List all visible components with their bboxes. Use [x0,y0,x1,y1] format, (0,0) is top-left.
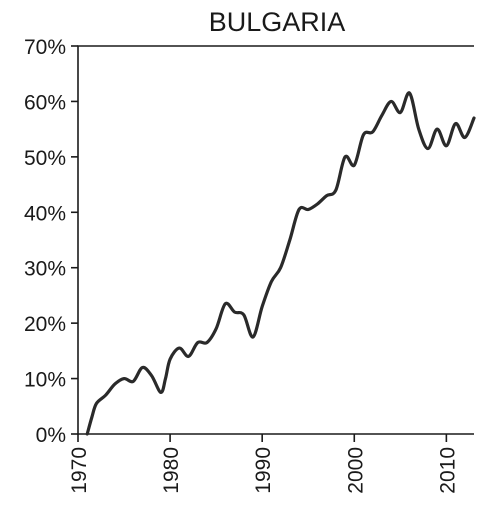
chart-title: BULGARIA [209,7,346,37]
x-tick-label: 1970 [68,447,91,494]
y-tick-label: 20% [24,313,66,336]
y-tick-label: 0% [36,424,66,447]
x-tick-label: 1980 [160,447,183,494]
y-tick-label: 50% [24,147,66,170]
x-tick-label: 1990 [252,447,275,494]
series-layer [85,91,476,436]
y-tick-label: 30% [24,258,66,281]
y-tick-label: 10% [24,369,66,392]
x-tick-label: 2000 [344,447,367,494]
series-line [85,91,476,436]
y-tick-label: 70% [24,36,66,59]
axis-frame [77,45,474,435]
x-tick-label: 2010 [436,447,459,494]
y-tick-label: 40% [24,202,66,225]
axes: 0% 10% 20% 30% 40% 50% 60% 70% 1970 1980 1990 2000 2… [24,36,474,494]
y-tick-label: 60% [24,91,66,114]
